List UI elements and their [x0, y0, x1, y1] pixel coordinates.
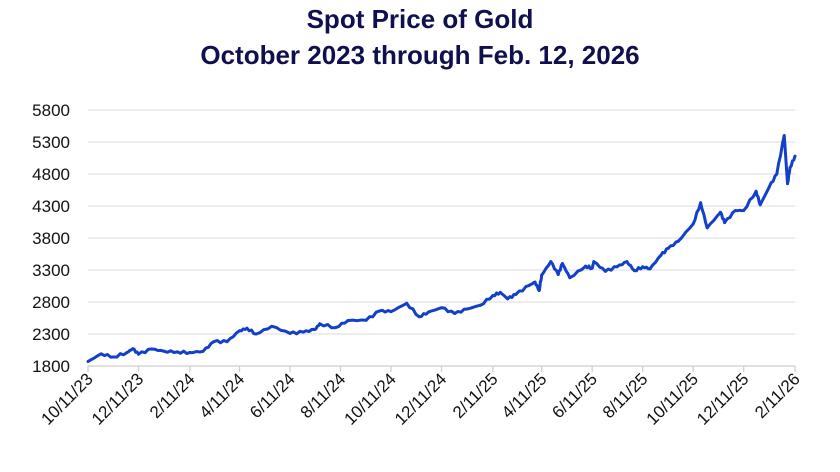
- x-tick-label: 6/11/24: [246, 369, 299, 422]
- y-tick-label: 2300: [32, 325, 70, 344]
- data-point: [137, 352, 140, 356]
- data-point: [568, 276, 572, 280]
- data-point: [364, 318, 368, 322]
- data-point: [245, 326, 249, 330]
- data-point: [440, 306, 443, 310]
- data-point: [270, 324, 274, 328]
- data-point: [533, 280, 537, 284]
- data-point: [767, 185, 771, 189]
- data-point: [758, 203, 762, 207]
- data-point: [334, 326, 338, 330]
- data-point: [549, 260, 553, 264]
- data-point: [99, 352, 103, 356]
- data-point: [786, 182, 790, 186]
- x-tick-label: 10/11/25: [643, 369, 702, 428]
- x-tick-label: 4/11/25: [498, 369, 551, 422]
- data-point: [162, 349, 166, 353]
- data-point: [775, 172, 779, 176]
- data-point: [592, 260, 596, 264]
- y-tick-label: 3300: [32, 261, 70, 280]
- data-point: [417, 315, 421, 319]
- data-point: [318, 322, 322, 326]
- data-point: [560, 262, 564, 266]
- data-point: [453, 312, 457, 316]
- data-point: [288, 331, 292, 335]
- data-point: [405, 301, 409, 305]
- data-point: [86, 360, 90, 364]
- data-point: [540, 273, 544, 277]
- data-point: [666, 246, 670, 250]
- data-point: [788, 166, 792, 170]
- data-point: [346, 319, 350, 323]
- y-tick-label: 4800: [32, 165, 70, 184]
- x-tick-label: 2/11/25: [449, 369, 502, 422]
- data-point: [615, 265, 619, 269]
- x-tick-label: 4/11/24: [196, 369, 249, 422]
- data-point: [705, 226, 709, 230]
- data-point: [125, 351, 129, 355]
- data-point: [691, 222, 695, 226]
- data-point: [590, 266, 594, 270]
- data-point: [718, 210, 722, 214]
- data-point: [377, 309, 381, 313]
- data-point: [301, 330, 305, 334]
- data-point: [389, 310, 393, 314]
- data-point: [723, 221, 727, 225]
- data-point: [733, 208, 737, 212]
- data-point: [641, 265, 645, 269]
- data-point: [112, 355, 116, 359]
- data-point: [131, 347, 135, 351]
- data-point: [793, 154, 797, 158]
- chart-subtitle: October 2023 through Feb. 12, 2026: [200, 40, 640, 70]
- x-tick-label: 12/11/25: [693, 369, 752, 428]
- data-point: [150, 347, 154, 351]
- data-point: [584, 264, 588, 268]
- x-tick-label: 10/11/23: [37, 369, 96, 428]
- data-point: [632, 269, 636, 273]
- data-point: [603, 269, 607, 273]
- y-tick-label: 5800: [32, 101, 70, 120]
- data-point: [188, 351, 192, 355]
- data-point: [478, 303, 482, 307]
- data-point: [676, 239, 680, 243]
- data-point: [212, 340, 216, 344]
- data-point: [556, 272, 560, 276]
- x-tick-label: 6/11/25: [548, 369, 601, 422]
- data-point: [313, 328, 317, 332]
- data-point: [506, 297, 510, 301]
- x-tick-label: 12/11/24: [391, 369, 450, 428]
- data-point: [498, 290, 502, 294]
- price-line: [87, 134, 797, 363]
- data-point: [175, 350, 179, 354]
- x-tick-label: 12/11/23: [88, 369, 147, 428]
- y-tick-label: 4300: [32, 197, 70, 216]
- x-tick-label: 2/11/26: [751, 369, 804, 422]
- data-point: [659, 253, 663, 257]
- data-point: [491, 294, 495, 298]
- data-point: [625, 260, 629, 264]
- data-point: [537, 288, 541, 292]
- data-point: [465, 307, 469, 311]
- y-tick-label: 1800: [32, 357, 70, 376]
- data-point: [426, 310, 430, 314]
- data-point: [225, 340, 229, 344]
- data-point: [201, 349, 205, 353]
- data-point: [754, 189, 758, 193]
- data-point: [238, 329, 241, 333]
- data-point: [742, 208, 746, 212]
- y-tick-label: 5300: [32, 133, 70, 152]
- data-point: [699, 201, 703, 205]
- data-point: [648, 267, 652, 271]
- data-point: [254, 332, 258, 336]
- data-point: [527, 283, 531, 287]
- y-tick-label: 2800: [32, 293, 70, 312]
- chart-title: Spot Price of Gold: [306, 4, 534, 34]
- y-tick-label: 3800: [32, 229, 70, 248]
- data-point: [514, 292, 518, 296]
- x-tick-label: 10/11/24: [340, 369, 399, 428]
- data-point: [782, 134, 786, 138]
- x-tick-label: 2/11/24: [146, 369, 199, 422]
